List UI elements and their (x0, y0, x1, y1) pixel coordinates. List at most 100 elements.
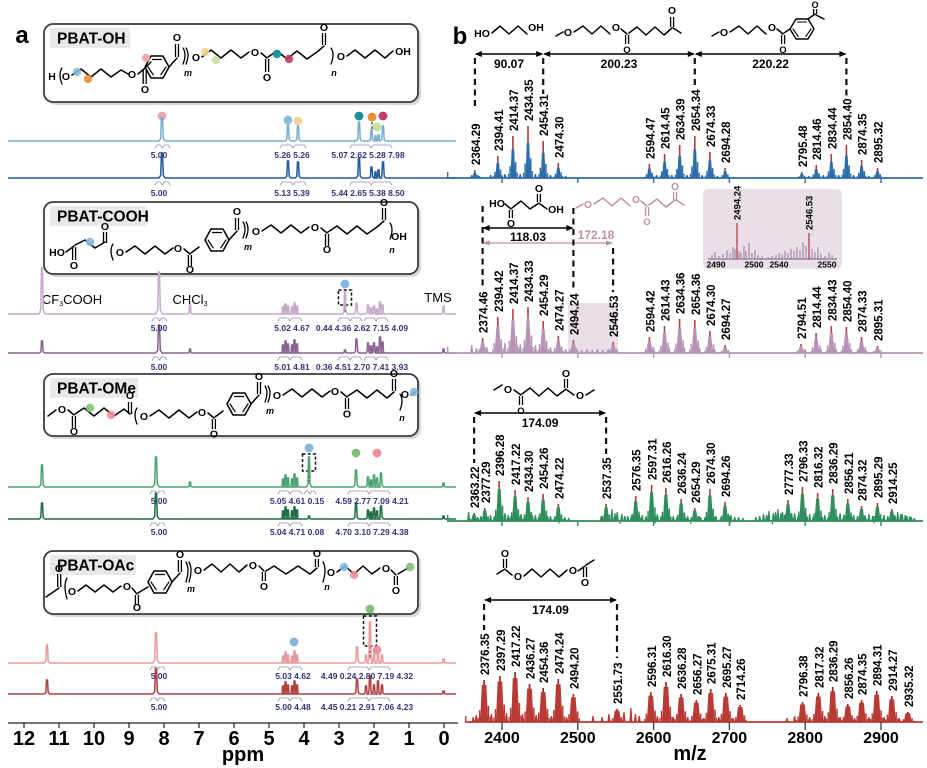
svg-text:O: O (273, 390, 281, 402)
svg-text:2654.36: 2654.36 (691, 273, 703, 315)
svg-text:9: 9 (123, 728, 134, 750)
svg-text:O: O (192, 52, 200, 64)
svg-text:2474.24: 2474.24 (554, 632, 566, 674)
svg-text:2616.26: 2616.26 (662, 441, 674, 483)
svg-text:2394.42: 2394.42 (494, 270, 506, 312)
svg-text:5.00: 5.00 (151, 496, 168, 506)
svg-text:O: O (320, 22, 328, 34)
svg-text:2854.40: 2854.40 (842, 280, 854, 322)
svg-text:2594.42: 2594.42 (645, 290, 657, 332)
svg-text:O: O (392, 585, 400, 597)
svg-text:2654.29: 2654.29 (691, 461, 703, 503)
svg-text:2894.31: 2894.31 (873, 644, 885, 686)
svg-text:5.00: 5.00 (151, 702, 168, 712)
svg-text:O: O (210, 429, 218, 441)
svg-text:O: O (233, 206, 241, 218)
svg-text:OH: OH (391, 231, 407, 243)
svg-text:2814.46: 2814.46 (812, 118, 824, 160)
svg-text:2700: 2700 (712, 730, 748, 747)
svg-text:2494.24: 2494.24 (569, 293, 581, 335)
svg-text:CF3COOH: CF3COOH (42, 292, 102, 308)
svg-text:HO: HO (474, 28, 490, 40)
svg-text:2694.28: 2694.28 (721, 121, 733, 163)
svg-text:2694.27: 2694.27 (721, 298, 733, 340)
svg-text:0.36 4.51 2.70 7.41 3.93: 0.36 4.51 2.70 7.41 3.93 (316, 362, 408, 372)
svg-text:2434.33: 2434.33 (524, 260, 536, 302)
svg-text:O: O (186, 264, 194, 276)
svg-text:m: m (187, 584, 195, 594)
svg-text:5.01 4.81: 5.01 4.81 (274, 362, 310, 372)
svg-text:2596.31: 2596.31 (647, 645, 659, 687)
svg-text:O: O (584, 200, 592, 211)
svg-text:2796.33: 2796.33 (798, 440, 810, 482)
svg-text:2634.39: 2634.39 (676, 98, 688, 140)
svg-text:2576.35: 2576.35 (632, 449, 644, 491)
svg-text:5.02 4.67: 5.02 4.67 (274, 323, 310, 333)
svg-text:TMS: TMS (424, 290, 452, 305)
svg-text:220.22: 220.22 (752, 57, 789, 71)
svg-text:PBAT-OAc: PBAT-OAc (57, 558, 135, 575)
svg-text:2895.32: 2895.32 (874, 121, 886, 163)
svg-text:O: O (390, 368, 398, 380)
svg-text:2377.29: 2377.29 (481, 461, 493, 503)
svg-text:O: O (174, 243, 182, 255)
svg-text:5.00: 5.00 (151, 362, 168, 372)
svg-text:4.59 2.77 7.09 4.21: 4.59 2.77 7.09 4.21 (335, 496, 409, 506)
svg-text:O: O (260, 581, 268, 593)
svg-text:2900: 2900 (863, 730, 899, 747)
svg-text:2500: 2500 (560, 730, 596, 747)
svg-text:2694.26: 2694.26 (721, 455, 733, 497)
svg-text:2454.26: 2454.26 (539, 447, 551, 489)
svg-text:H: H (48, 71, 56, 83)
svg-text:O: O (55, 563, 63, 575)
svg-text:5.00: 5.00 (151, 188, 168, 198)
svg-text:2597.31: 2597.31 (648, 438, 660, 480)
svg-text:2935.32: 2935.32 (904, 665, 916, 707)
svg-text:2836.29: 2836.29 (829, 442, 841, 484)
svg-text:2654.34: 2654.34 (691, 89, 703, 131)
svg-text:2364.29: 2364.29 (471, 123, 483, 165)
svg-text:n: n (331, 68, 337, 78)
svg-text:m/z: m/z (673, 743, 706, 765)
svg-text:2434.35: 2434.35 (524, 79, 536, 121)
svg-text:PBAT-OMe: PBAT-OMe (57, 381, 136, 398)
svg-text:2794.51: 2794.51 (797, 297, 809, 339)
svg-text:O: O (643, 217, 650, 228)
svg-text:2814.44: 2814.44 (812, 286, 824, 328)
svg-text:O: O (382, 563, 390, 575)
svg-text:2616.30: 2616.30 (662, 635, 674, 677)
svg-text:2436.27: 2436.27 (526, 637, 538, 679)
svg-text:2494.20: 2494.20 (569, 647, 581, 689)
svg-text:200.23: 200.23 (601, 57, 638, 71)
svg-text:O: O (327, 567, 335, 579)
svg-text:5.26 5.26: 5.26 5.26 (274, 150, 310, 160)
svg-text:5.00: 5.00 (151, 150, 168, 160)
svg-text:O: O (101, 221, 109, 233)
svg-text:2551.73: 2551.73 (613, 662, 625, 704)
svg-text:O: O (198, 407, 206, 419)
svg-text:O: O (173, 32, 181, 44)
svg-text:O: O (337, 51, 345, 63)
svg-text:O: O (581, 577, 589, 589)
svg-text:2777.33: 2777.33 (784, 453, 796, 495)
svg-text:O: O (401, 389, 409, 401)
svg-text:2434.30: 2434.30 (524, 450, 536, 492)
svg-text:O: O (331, 386, 339, 398)
svg-text:2856.21: 2856.21 (844, 452, 856, 494)
svg-text:2636.28: 2636.28 (677, 647, 689, 689)
svg-text:4.45 0.21 2.91 7.06 4.23: 4.45 0.21 2.91 7.06 4.23 (321, 702, 413, 712)
svg-text:m: m (184, 68, 192, 78)
svg-text:HO: HO (489, 198, 505, 210)
svg-text:2914.25: 2914.25 (888, 462, 900, 504)
svg-text:2675.31: 2675.31 (707, 642, 719, 684)
svg-text:O: O (311, 222, 319, 234)
svg-text:O: O (779, 45, 786, 56)
svg-text:2634.36: 2634.36 (676, 272, 688, 314)
svg-text:2394.41: 2394.41 (494, 109, 506, 151)
svg-text:O: O (251, 47, 259, 59)
svg-text:O: O (58, 404, 66, 416)
svg-text:PBAT-COOH: PBAT-COOH (57, 209, 149, 226)
svg-text:O: O (623, 45, 630, 56)
svg-text:O: O (632, 195, 640, 206)
svg-text:O: O (380, 197, 388, 209)
